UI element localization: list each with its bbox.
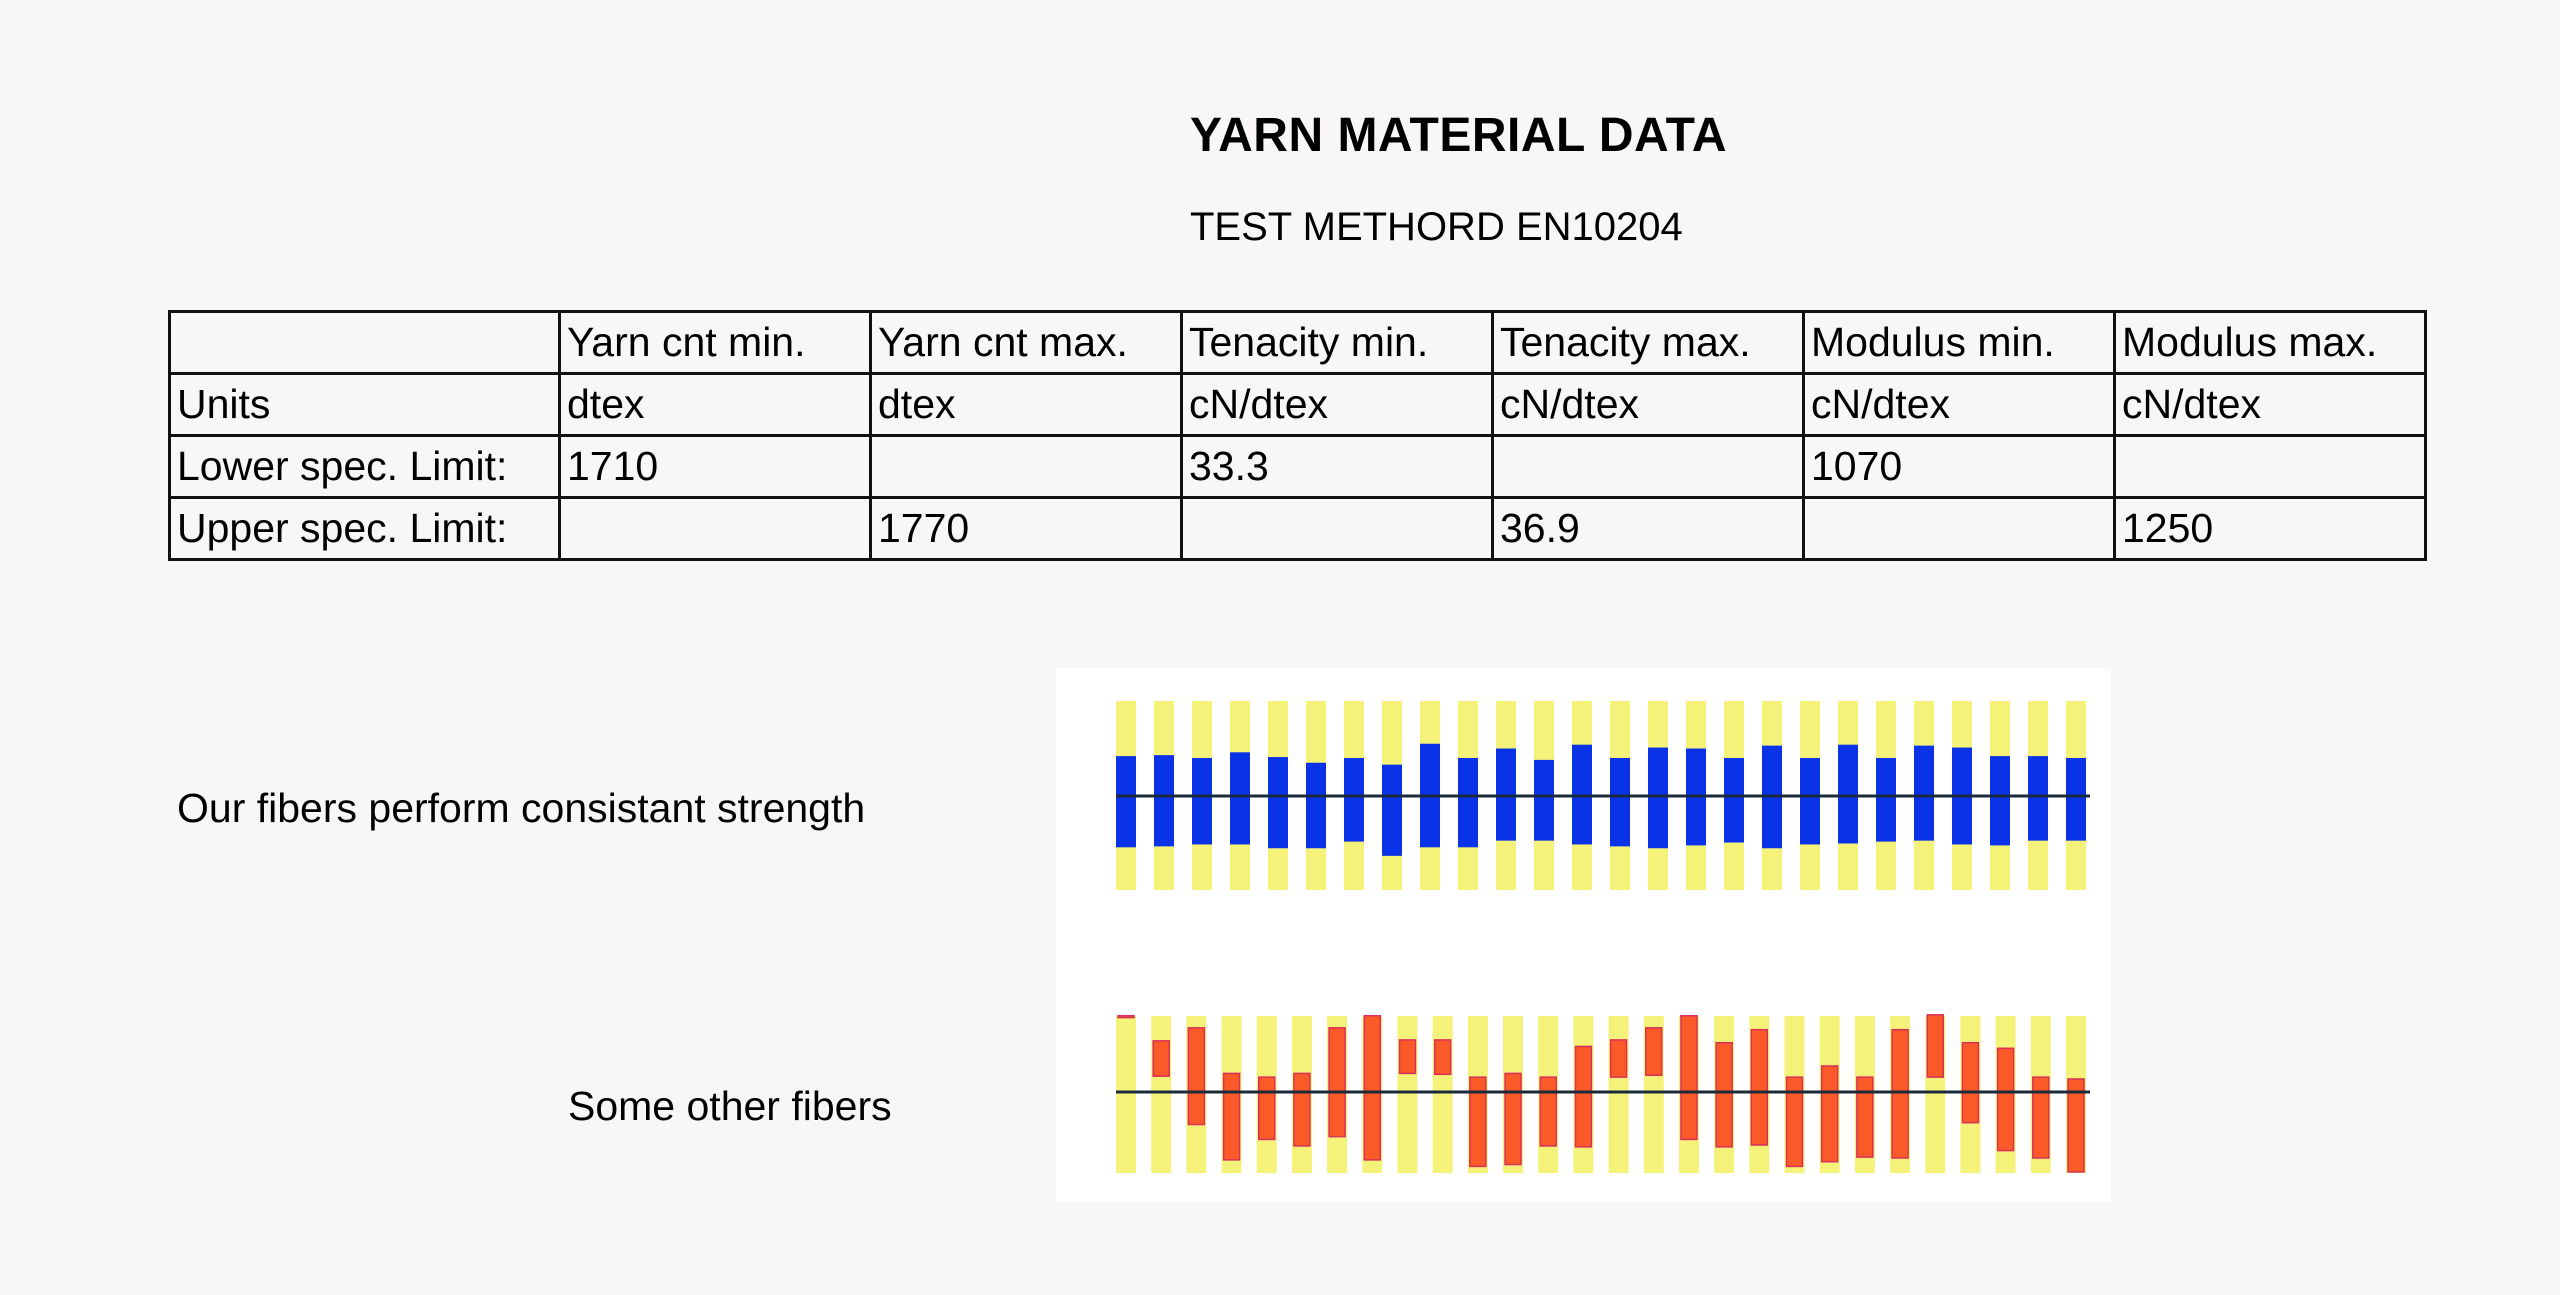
table-cell: cN/dtex <box>1491 372 1805 437</box>
other-fiber-strength-bar <box>1645 1027 1663 1077</box>
our-fiber-strength-bar <box>1230 752 1250 845</box>
other-fiber-strength-bar <box>1152 1040 1170 1077</box>
page-title: YARN MATERIAL DATA <box>1190 109 1727 162</box>
other-fiber-strength-bar <box>1574 1045 1593 1148</box>
table-cell <box>1802 496 2116 561</box>
other-fiber-strength-bar <box>1117 1014 1135 1019</box>
table-cell: 1770 <box>869 496 1183 561</box>
our-fiber-strength-bar <box>1344 758 1364 842</box>
our-fiber-strength-bar <box>1382 764 1402 856</box>
other-fiber-strength-bar <box>1539 1076 1557 1147</box>
other-fiber-strength-bar <box>1328 1027 1346 1138</box>
table-cell: 1710 <box>558 434 872 499</box>
table-cell: 33.3 <box>1180 434 1494 499</box>
our-fiber-strength-bar <box>1838 744 1858 844</box>
table-cell: 1250 <box>2113 496 2427 561</box>
header-cell: Tenacity max. <box>1491 310 1805 375</box>
other-fiber-strength-bar <box>1222 1072 1241 1161</box>
table-cell <box>1491 434 1805 499</box>
our-fiber-strength-bar <box>1914 745 1934 841</box>
our-fiber-strength-bar <box>2028 756 2048 841</box>
other-fiber-strength-bar <box>2032 1076 2050 1159</box>
header-cell: Tenacity min. <box>1180 310 1494 375</box>
other-fiber-strength-bar <box>1257 1076 1276 1141</box>
our-fiber-strength-bar <box>1648 747 1668 849</box>
table-cell: cN/dtex <box>1180 372 1494 437</box>
page-subtitle: TEST METHORD EN10204 <box>1190 205 1683 249</box>
table-cell: cN/dtex <box>2113 372 2427 437</box>
other-fiber-strength-bar <box>1785 1076 1804 1168</box>
table-cell: 36.9 <box>1491 496 1805 561</box>
our-fibers-chart <box>1116 701 2090 890</box>
other-fiber-strength-bar <box>1961 1041 1980 1124</box>
our-fibers-label: Our fibers perform consistant strength <box>177 785 866 831</box>
other-fiber-strength-bar <box>1680 1014 1698 1141</box>
table-cell: 1070 <box>1802 434 2116 499</box>
other-fiber-strength-bar <box>2067 1078 2085 1173</box>
header-cell: Modulus min. <box>1802 310 2116 375</box>
other-fiber-tolerance-band <box>1116 1016 1136 1173</box>
other-fiber-tolerance-band <box>1151 1016 1172 1173</box>
table-header-row: Yarn cnt min. Yarn cnt max. Tenacity min… <box>168 310 2427 375</box>
spec-table: Yarn cnt min. Yarn cnt max. Tenacity min… <box>168 310 2427 561</box>
our-fiber-strength-bar <box>1268 757 1288 849</box>
header-cell <box>168 310 561 375</box>
other-fibers-label: Some other fibers <box>568 1083 892 1129</box>
other-fiber-strength-bar <box>1609 1039 1628 1078</box>
other-fiber-strength-bar <box>1504 1072 1522 1166</box>
our-fiber-strength-bar <box>1534 759 1554 841</box>
our-fiber-strength-bar <box>2066 758 2086 841</box>
table-row: Upper spec. Limit: 1770 36.9 1250 <box>168 496 2427 561</box>
our-fiber-strength-bar <box>1990 756 2010 846</box>
other-fiber-strength-bar <box>1187 1027 1206 1126</box>
table-row: Units dtex dtex cN/dtex cN/dtex cN/dtex … <box>168 372 2427 437</box>
other-fiber-strength-bar <box>1293 1072 1311 1147</box>
our-fiber-strength-bar <box>1876 758 1896 842</box>
our-fiber-strength-bar <box>1800 758 1820 845</box>
other-fibers-chart <box>1116 1014 2090 1173</box>
row-label-cell: Units <box>168 372 561 437</box>
table-row: Lower spec. Limit: 1710 33.3 1070 <box>168 434 2427 499</box>
our-fiber-strength-bar <box>1724 758 1744 843</box>
table-cell <box>2113 434 2427 499</box>
other-fiber-strength-bar <box>1398 1039 1417 1075</box>
other-fiber-strength-bar <box>1891 1028 1909 1159</box>
row-label-cell: Upper spec. Limit: <box>168 496 561 561</box>
table-cell: dtex <box>558 372 872 437</box>
our-fiber-strength-bar <box>1610 758 1630 847</box>
other-fiber-strength-bar <box>1469 1076 1487 1168</box>
header-cell: Modulus max. <box>2113 310 2427 375</box>
table-cell: cN/dtex <box>1802 372 2116 437</box>
other-fiber-strength-bar <box>1820 1065 1839 1163</box>
our-fiber-strength-bar <box>1306 762 1326 849</box>
row-label-cell: Lower spec. Limit: <box>168 434 561 499</box>
other-fiber-strength-bar <box>1926 1014 1945 1078</box>
fiber-strength-chart-panel <box>1056 668 2111 1203</box>
other-fiber-strength-bar <box>1750 1028 1769 1146</box>
header-cell: Yarn cnt max. <box>869 310 1183 375</box>
our-fiber-strength-bar <box>1458 758 1478 848</box>
other-fiber-strength-bar <box>1363 1014 1382 1161</box>
table-cell <box>1180 496 1494 561</box>
fiber-strength-charts <box>1116 701 2090 1173</box>
other-fiber-strength-bar <box>1433 1039 1452 1076</box>
other-fiber-strength-bar <box>1856 1076 1874 1158</box>
header-cell: Yarn cnt min. <box>558 310 872 375</box>
table-cell <box>869 434 1183 499</box>
our-fiber-strength-bar <box>1154 755 1174 847</box>
table-cell <box>558 496 872 561</box>
other-fiber-strength-bar <box>1996 1047 2015 1152</box>
our-fiber-strength-bar <box>1192 758 1212 845</box>
table-cell: dtex <box>869 372 1183 437</box>
other-fiber-strength-bar <box>1715 1041 1733 1148</box>
our-fiber-strength-bar <box>1116 756 1136 848</box>
